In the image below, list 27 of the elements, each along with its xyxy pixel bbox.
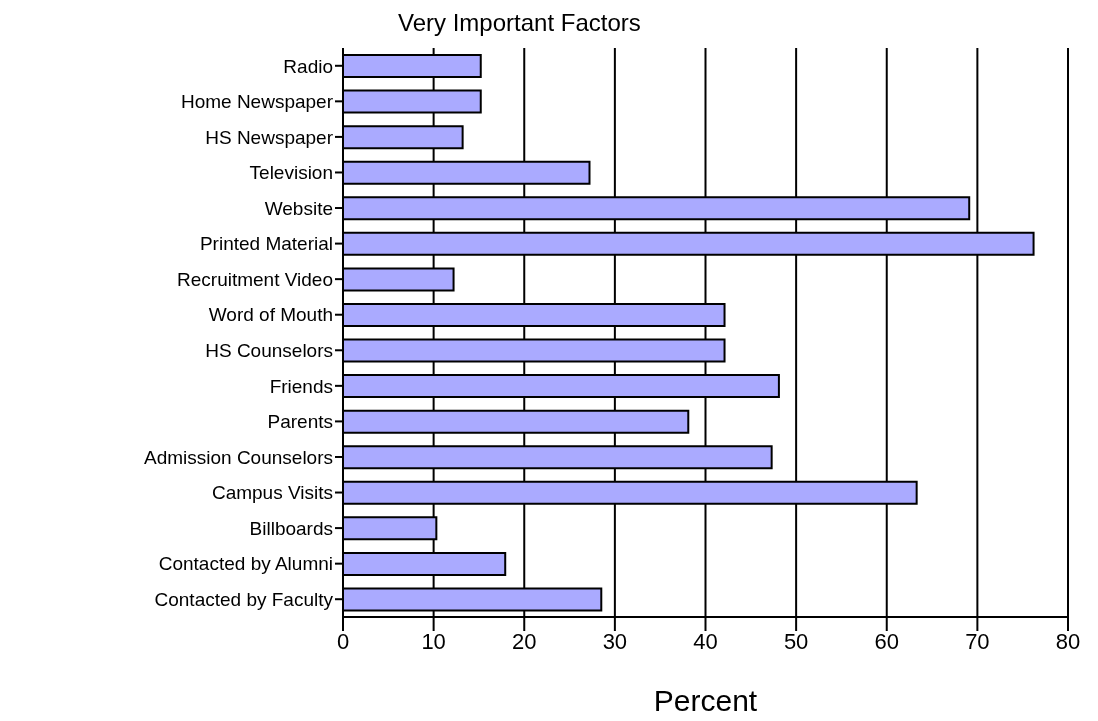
- y-tick-label: HS Counselors: [205, 340, 333, 362]
- y-tick-label: Recruitment Video: [177, 268, 333, 290]
- x-tick-label: 10: [421, 628, 446, 654]
- x-tick-label: 30: [602, 628, 628, 654]
- x-tick-label: 50: [783, 628, 809, 654]
- y-tick-label: Friends: [269, 375, 333, 397]
- x-tick-label: 80: [1055, 628, 1081, 654]
- y-tick-label: HS Newspaper: [205, 126, 334, 148]
- y-tick-label: Radio: [283, 55, 333, 77]
- x-axis-title: Percent: [653, 684, 758, 717]
- x-tick-label: 40: [693, 628, 718, 654]
- y-tick-label: Contacted by Alumni: [158, 553, 333, 575]
- y-tick-label: Parents: [267, 411, 333, 433]
- x-tick-label: 70: [965, 628, 990, 654]
- y-tick-label: Admission Counselors: [143, 446, 333, 468]
- y-tick-label: Printed Material: [199, 233, 333, 255]
- chart-title: Very Important Factors: [397, 8, 642, 38]
- y-tick-label: Contacted by Faculty: [154, 588, 334, 610]
- y-tick-label: Television: [249, 162, 333, 184]
- y-tick-label: Word of Mouth: [208, 304, 333, 326]
- x-tick-label: 0: [336, 628, 350, 654]
- x-tick-label: 60: [874, 628, 899, 654]
- x-tick-label: 20: [512, 628, 537, 654]
- y-tick-label: Campus Visits: [211, 482, 333, 504]
- y-tick-label: Home Newspaper: [180, 91, 334, 113]
- y-tick-label: Website: [264, 197, 333, 219]
- y-tick-label: Billboards: [249, 517, 333, 539]
